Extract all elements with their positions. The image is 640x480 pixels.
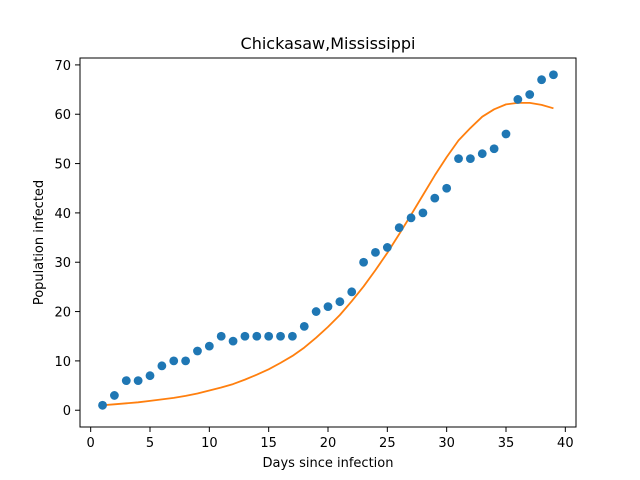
data-point [371, 247, 380, 257]
data-point [525, 90, 535, 99]
x-tick-label: 15 [260, 436, 277, 451]
data-point [169, 356, 179, 366]
y-tick-label: 20 [54, 306, 71, 321]
x-tick-label: 40 [557, 436, 574, 451]
y-tick-label: 70 [54, 59, 71, 74]
y-axis-label: Population infected [32, 180, 47, 305]
data-point [276, 331, 285, 341]
x-tick-label: 5 [146, 436, 154, 451]
data-point [442, 183, 452, 193]
y-tick-label: 0 [63, 404, 71, 419]
data-point [335, 297, 345, 307]
data-point [110, 391, 119, 400]
data-point [406, 213, 416, 223]
data-point [157, 361, 167, 371]
y-tick-label: 10 [54, 355, 71, 370]
data-point [347, 287, 357, 297]
plot-area: 0 5 10 15 20 25 30 35 40 0 10 20 30 40 50 60 70 [54, 59, 573, 451]
data-point [501, 129, 511, 139]
fit-line [102, 101, 554, 407]
data-point [121, 376, 131, 386]
data-point [264, 331, 274, 341]
data-point [430, 193, 440, 203]
x-tick-label: 25 [379, 436, 396, 451]
data-point [549, 70, 558, 80]
data-point [204, 341, 214, 351]
data-point [394, 223, 404, 233]
data-point [240, 331, 250, 341]
data-point [299, 321, 309, 331]
data-point [323, 302, 333, 312]
data-point [382, 243, 392, 252]
x-axis-label: Days since infection [263, 456, 394, 471]
data-point [216, 331, 226, 341]
chart-title: Chickasaw,Mississippi [241, 34, 416, 53]
data-point [477, 149, 487, 159]
data-point [181, 356, 191, 366]
data-point [193, 346, 202, 356]
data-point [145, 371, 155, 381]
data-point [537, 75, 546, 85]
data-point [489, 144, 499, 154]
x-tick-label: 0 [87, 436, 95, 451]
x-tick-label: 35 [498, 436, 515, 451]
data-point [454, 154, 463, 164]
data-point [98, 400, 107, 410]
data-point [465, 154, 475, 164]
y-tick-label: 40 [54, 207, 71, 222]
data-point [418, 208, 428, 218]
data-point [228, 336, 238, 346]
y-tick-label: 60 [54, 108, 71, 123]
data-point [133, 376, 143, 386]
y-tick-label: 50 [54, 158, 71, 173]
data-point [359, 257, 368, 267]
scatter-series [98, 70, 558, 410]
x-tick-label: 20 [320, 436, 337, 451]
data-point [311, 307, 321, 316]
x-tick-label: 10 [201, 436, 218, 451]
y-tick-label: 30 [54, 256, 71, 271]
data-point [513, 95, 523, 104]
data-point [252, 331, 262, 341]
plot-frame [79, 57, 577, 428]
x-tick-label: 30 [438, 436, 455, 451]
axes: 0 5 10 15 20 25 30 35 40 0 10 20 30 40 50 60 70 [54, 59, 573, 451]
data-point [288, 331, 297, 341]
